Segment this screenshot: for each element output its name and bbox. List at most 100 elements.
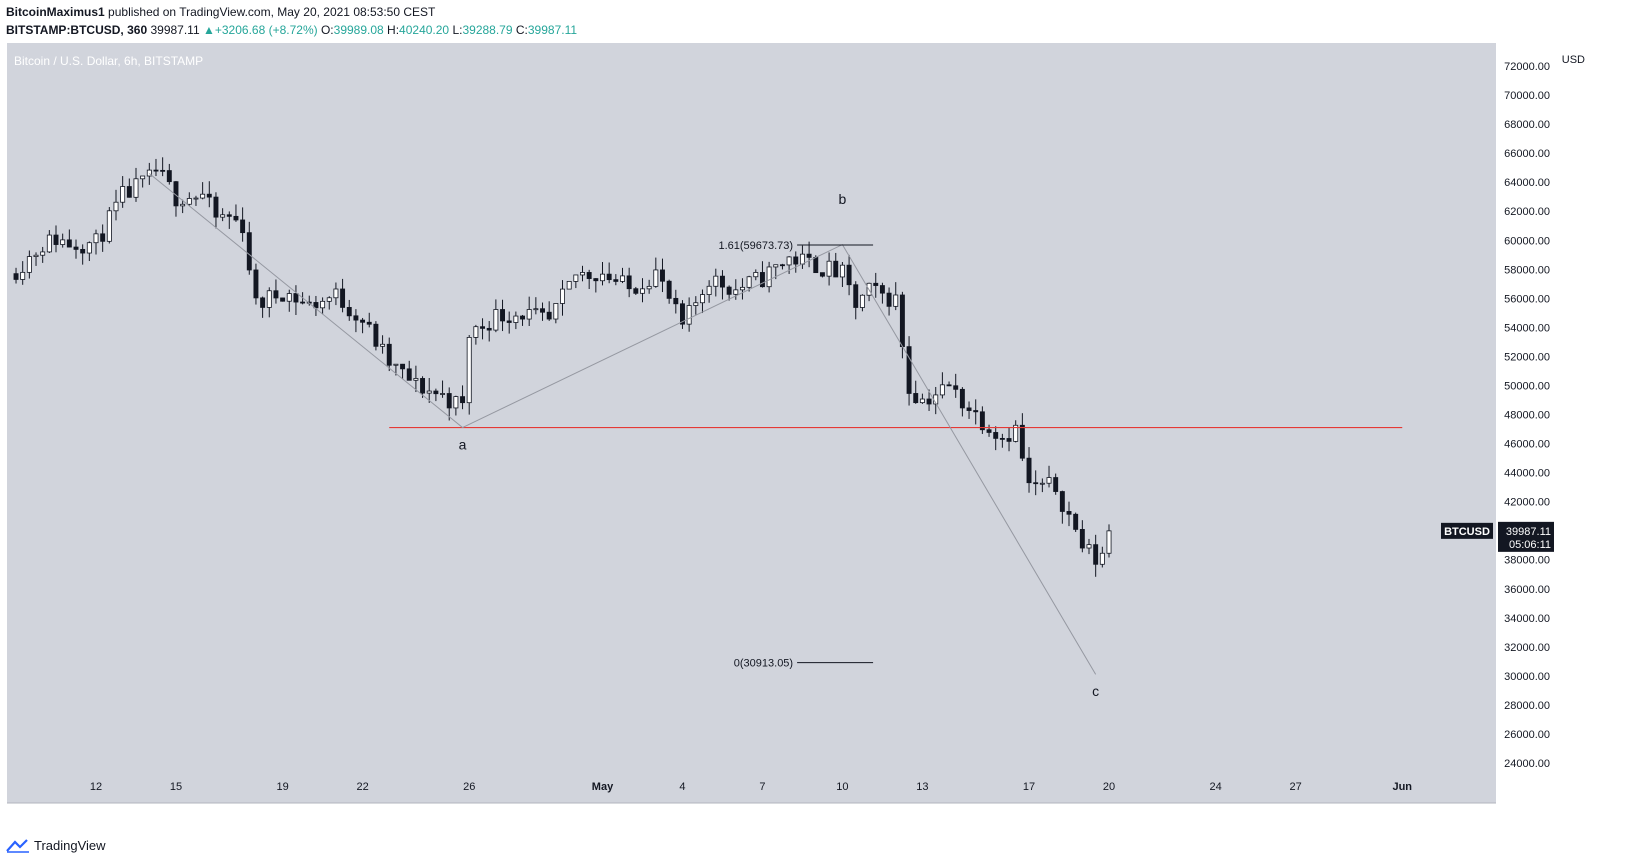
y-tick-label: 28000.00: [1504, 700, 1550, 712]
open-value: 39989.08: [333, 23, 384, 37]
footer: TradingView: [6, 838, 106, 853]
candle-down: [386, 343, 392, 366]
candle-up: [453, 396, 459, 409]
candle-down: [806, 253, 812, 258]
y-tick-label: 56000.00: [1504, 293, 1550, 305]
x-tick-label: 26: [463, 781, 475, 793]
candle-up: [600, 273, 605, 282]
x-tick-label: 15: [170, 781, 182, 793]
chart-title: Bitcoin / U.S. Dollar, 6h, BITSTAMP: [14, 54, 203, 68]
candle-down: [926, 398, 932, 405]
candle-down: [1006, 438, 1012, 442]
publish-info: BitcoinMaximus1 published on TradingView…: [6, 5, 435, 19]
candle-down: [500, 309, 505, 322]
candle-down: [346, 307, 352, 317]
candle-up: [739, 286, 745, 291]
y-tick-label: 54000.00: [1504, 322, 1550, 334]
y-tick-label: 26000.00: [1504, 729, 1550, 741]
candle-down: [206, 193, 212, 198]
candle-up: [380, 343, 386, 347]
candle-up: [286, 293, 292, 302]
ohlc-header: BITSTAMP:BTCUSD, 360 39987.11 ▲+3206.68 …: [6, 23, 577, 37]
symbol-tag-bg: [1441, 522, 1493, 539]
candle-up: [200, 193, 206, 199]
y-tick-label: 42000.00: [1504, 497, 1550, 509]
candle-down: [660, 269, 665, 282]
y-tick-label: 44000.00: [1504, 468, 1550, 480]
candle-down: [719, 275, 725, 288]
candle-down: [899, 294, 905, 348]
candle-down: [506, 320, 512, 323]
candle-down: [633, 288, 639, 294]
candle-up: [839, 264, 845, 278]
candle-up: [26, 256, 32, 273]
countdown-value: 05:06:11: [1509, 539, 1551, 551]
candle-down: [873, 282, 879, 286]
candle-up: [799, 253, 805, 265]
high-label: H:: [387, 23, 400, 37]
candle-up: [320, 300, 326, 309]
candle-down: [913, 393, 919, 404]
candle-up: [580, 272, 585, 276]
candle-down: [1033, 482, 1039, 485]
candle-down: [166, 170, 172, 183]
candle-up: [893, 294, 899, 307]
candle-up: [120, 186, 126, 203]
abc-wave-path: [149, 173, 1097, 675]
candle-up: [533, 308, 539, 311]
candle-up: [326, 297, 332, 302]
candle-down: [100, 233, 106, 242]
candle-down: [80, 248, 86, 254]
candle-up: [1039, 482, 1045, 485]
candle-down: [673, 297, 679, 305]
candle-down: [246, 232, 252, 271]
candle-down: [979, 411, 985, 431]
candle-up: [333, 288, 339, 299]
x-tick-label: 13: [916, 781, 928, 793]
candle-down: [1019, 424, 1025, 459]
y-tick-label: 46000.00: [1504, 439, 1550, 451]
candle-up: [440, 393, 446, 395]
candle-up: [919, 398, 925, 404]
candle-down: [606, 273, 612, 281]
candle-up: [106, 210, 112, 242]
x-tick-label: 10: [836, 781, 848, 793]
low-label: L:: [452, 23, 463, 37]
x-tick-label: 20: [1103, 781, 1115, 793]
candle-down: [400, 363, 406, 370]
candle-down: [793, 256, 799, 265]
candle-down: [986, 429, 992, 433]
candle-up: [686, 305, 692, 325]
x-tick-label: 12: [90, 781, 102, 793]
candle-up: [466, 337, 472, 404]
candle-down: [373, 323, 379, 347]
candle-down: [420, 378, 426, 394]
candle-up: [859, 294, 865, 308]
candle-down: [959, 388, 965, 409]
candle-down: [1053, 477, 1059, 492]
tradingview-logo-icon[interactable]: [6, 838, 30, 853]
candle-up: [700, 294, 705, 304]
candle-down: [1079, 529, 1085, 549]
currency-label: USD: [1562, 54, 1585, 66]
candle-down: [233, 215, 239, 221]
y-tick-label: 38000.00: [1504, 555, 1550, 567]
candle-up: [1086, 544, 1092, 549]
author-name[interactable]: BitcoinMaximus1: [6, 5, 105, 19]
y-tick-label: 58000.00: [1504, 264, 1550, 276]
candle-down: [300, 301, 306, 304]
candle-down: [53, 234, 59, 245]
x-tick-label: 19: [276, 781, 288, 793]
candle-up: [146, 169, 152, 177]
candle-down: [13, 273, 19, 280]
candle-up: [113, 201, 119, 212]
price-axis[interactable]: [1496, 43, 1626, 803]
candle-up: [20, 271, 26, 280]
change-arrow-icon: ▲: [202, 23, 215, 37]
y-tick-label: 64000.00: [1504, 177, 1550, 189]
footer-brand[interactable]: TradingView: [34, 838, 106, 853]
candle-up: [40, 251, 46, 256]
change-value: +3206.68 (+8.72%): [214, 23, 318, 37]
candle-down: [360, 319, 366, 323]
